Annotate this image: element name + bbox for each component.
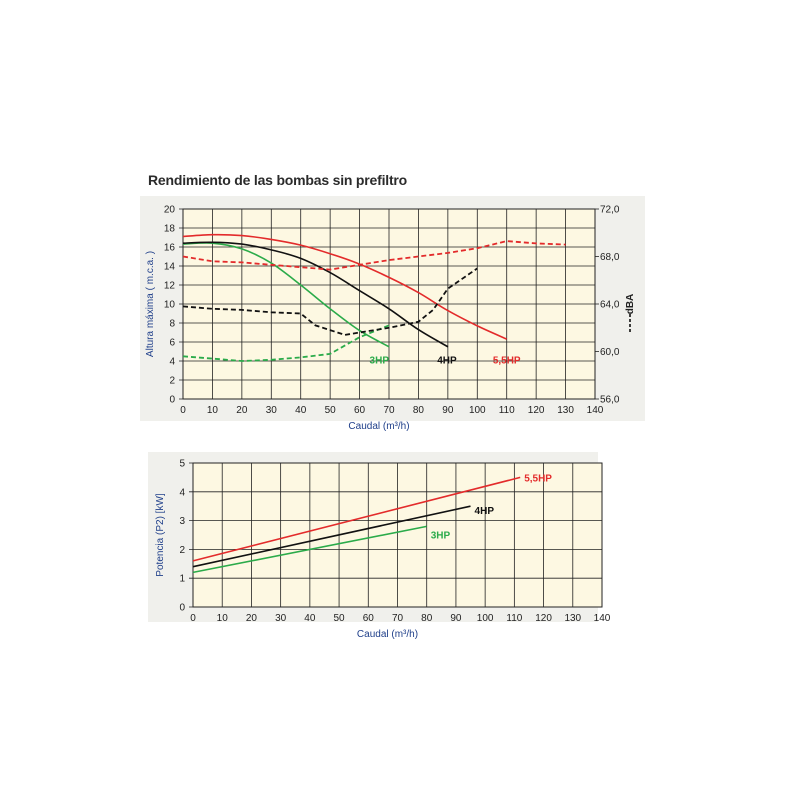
x-tick-label: 40 [295, 405, 307, 416]
series-line-3hp [182, 242, 390, 348]
series-label-5-5hp: 5,5HP [493, 356, 521, 367]
x-tick-label: 110 [499, 405, 515, 416]
x-tick-label: 60 [363, 613, 375, 624]
x-tick-label: 70 [392, 613, 404, 624]
x-tick-label: 0 [180, 405, 186, 416]
x-tick-label: 140 [594, 613, 611, 624]
y-tick-label: 2 [169, 376, 175, 387]
series-label-5-5hp: 5,5HP [524, 473, 552, 484]
y2-axis-label: dBA [625, 294, 636, 315]
x-tick-label: 120 [528, 405, 545, 416]
y-axis-label: Potencia (P2) [kW] [155, 493, 166, 577]
series-line-4hp [192, 505, 471, 568]
y-tick-label: 20 [164, 205, 176, 216]
x-tick-label: 130 [557, 405, 574, 416]
x-tick-label: 30 [275, 613, 287, 624]
y-tick-label: 6 [169, 338, 175, 349]
y-tick-label: 8 [169, 319, 175, 330]
x-tick-label: 100 [469, 405, 486, 416]
x-tick-label: 130 [564, 613, 581, 624]
x-tick-label: 60 [354, 405, 366, 416]
y-tick-label: 2 [179, 545, 185, 556]
plot-frame [192, 462, 603, 608]
x-tick-label: 10 [207, 405, 219, 416]
page-title: Rendimiento de las bombas sin prefiltro [148, 172, 408, 188]
x-tick-label: 20 [236, 405, 248, 416]
x-tick-label: 90 [450, 613, 462, 624]
x-tick-label: 70 [383, 405, 395, 416]
series-line-4hp [182, 241, 449, 348]
x-tick-label: 80 [421, 613, 433, 624]
power-chart: 0 10 20 30 40 50 60 70 80 90 100 110 120 130 140 0 1 2 3 4 5… [148, 452, 611, 640]
y2-tick-label: 56,0 [600, 395, 620, 406]
x-tick-label: 80 [413, 405, 425, 416]
plot-frame [182, 208, 596, 400]
y2-tick-label: 68,0 [600, 252, 620, 263]
series-label-3hp: 3HP [370, 356, 390, 367]
y-tick-label: 16 [164, 243, 176, 254]
x-tick-label: 20 [246, 613, 258, 624]
x-tick-label: 40 [304, 613, 316, 624]
y-tick-label: 14 [164, 262, 176, 273]
x-tick-label: 0 [190, 613, 196, 624]
y2-tick-label: 72,0 [600, 205, 620, 216]
series-line-5-5hp [192, 476, 521, 562]
head-dba-chart: 0 10 20 30 40 50 60 70 80 90 100 110 120 130 140 0 2 4 6 8 1… [140, 196, 645, 432]
y-tick-label: 3 [179, 516, 185, 527]
y-tick-label: 0 [169, 395, 175, 406]
y-tick-label: 1 [179, 574, 185, 585]
y-tick-label: 12 [164, 281, 176, 292]
x-tick-label: 30 [266, 405, 278, 416]
series-label-4hp: 4HP [437, 356, 457, 367]
x-tick-label: 50 [325, 405, 337, 416]
y-tick-label: 4 [179, 487, 185, 498]
series-line-5-5hp [182, 233, 508, 340]
y-axis-label: Altura máxima ( m.c.a. ) [145, 251, 156, 357]
y2-tick-label: 60,0 [600, 347, 620, 358]
x-axis-label: Caudal (m³/h) [357, 629, 418, 640]
y-tick-label: 10 [164, 300, 176, 311]
series-label-3hp: 3HP [431, 530, 451, 541]
x-tick-label: 100 [477, 613, 494, 624]
x-axis-label: Caudal (m³/h) [348, 421, 409, 432]
y-tick-label: 18 [164, 224, 176, 235]
y-tick-label: 4 [169, 357, 175, 368]
series-line-3hp [192, 525, 427, 574]
x-tick-label: 90 [442, 405, 454, 416]
x-tick-label: 140 [587, 405, 604, 416]
x-tick-label: 110 [506, 613, 522, 624]
series-label-4hp: 4HP [475, 506, 495, 517]
series-line-5-5hp-dba [182, 240, 566, 271]
series-line-4hp-dba [182, 267, 478, 336]
x-tick-label: 120 [535, 613, 552, 624]
x-tick-label: 50 [334, 613, 346, 624]
series-line-3hp-dba [182, 324, 390, 362]
y-tick-label: 5 [179, 459, 185, 470]
x-tick-label: 10 [217, 613, 229, 624]
y2-tick-label: 64,0 [600, 300, 620, 311]
y-tick-label: 0 [179, 603, 185, 614]
